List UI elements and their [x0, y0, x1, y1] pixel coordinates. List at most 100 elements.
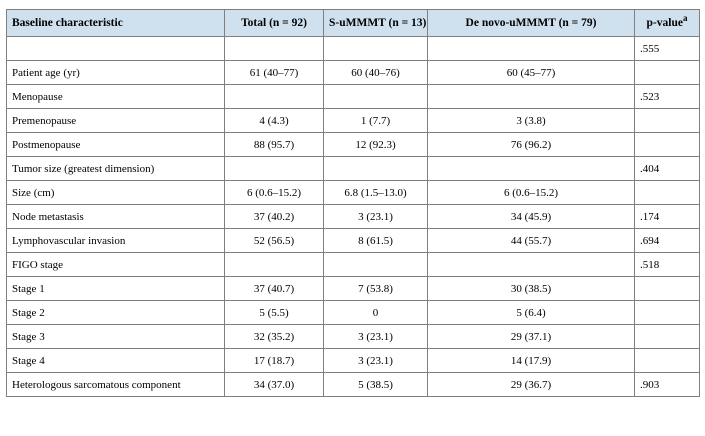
cell-characteristic	[6, 36, 225, 61]
cell-p-value	[634, 180, 700, 205]
cell-characteristic: Tumor size (greatest dimension)	[6, 156, 225, 181]
cell-de-novo-ummmt: 60 (45–77)	[427, 60, 635, 85]
cell-de-novo-ummmt: 30 (38.5)	[427, 276, 635, 301]
cell-s-ummmt	[323, 252, 428, 277]
cell-total: 32 (35.2)	[224, 324, 324, 349]
table-row: Stage 3 32 (35.2) 3 (23.1) 29 (37.1)	[6, 324, 700, 349]
cell-s-ummmt: 6.8 (1.5–13.0)	[323, 180, 428, 205]
cell-de-novo-ummmt	[427, 252, 635, 277]
cell-total: 52 (56.5)	[224, 228, 324, 253]
header-total: Total (n = 92)	[224, 9, 324, 37]
cell-total	[224, 84, 324, 109]
cell-characteristic: Patient age (yr)	[6, 60, 225, 85]
cell-characteristic: Menopause	[6, 84, 225, 109]
header-s-ummmt: S-uMMMT (n = 13)	[323, 9, 428, 37]
cell-characteristic: Size (cm)	[6, 180, 225, 205]
table-row: Premenopause 4 (4.3) 1 (7.7) 3 (3.8)	[6, 108, 700, 133]
cell-total: 5 (5.5)	[224, 300, 324, 325]
header-baseline-characteristic: Baseline characteristic	[6, 9, 225, 37]
cell-s-ummmt: 8 (61.5)	[323, 228, 428, 253]
table-body: .555 Patient age (yr) 61 (40–77) 60 (40–76)…	[6, 36, 700, 397]
cell-s-ummmt: 3 (23.1)	[323, 348, 428, 373]
cell-p-value: .404	[634, 156, 700, 181]
cell-total: 37 (40.2)	[224, 204, 324, 229]
table-row: Postmenopause 88 (95.7) 12 (92.3) 76 (96.2)	[6, 132, 700, 157]
cell-characteristic: Lymphovascular invasion	[6, 228, 225, 253]
cell-total	[224, 252, 324, 277]
table-row: Tumor size (greatest dimension) .404	[6, 156, 700, 181]
cell-de-novo-ummmt: 76 (96.2)	[427, 132, 635, 157]
cell-de-novo-ummmt	[427, 84, 635, 109]
header-p-value: p-valuea	[634, 9, 700, 37]
cell-p-value	[634, 276, 700, 301]
cell-de-novo-ummmt: 3 (3.8)	[427, 108, 635, 133]
cell-total: 88 (95.7)	[224, 132, 324, 157]
cell-p-value: .174	[634, 204, 700, 229]
cell-total: 6 (0.6–15.2)	[224, 180, 324, 205]
cell-p-value	[634, 348, 700, 373]
cell-de-novo-ummmt: 44 (55.7)	[427, 228, 635, 253]
cell-s-ummmt: 12 (92.3)	[323, 132, 428, 157]
cell-characteristic: Premenopause	[6, 108, 225, 133]
cell-total	[224, 36, 324, 61]
baseline-table-container: Baseline characteristic Total (n = 92) S…	[6, 9, 700, 397]
header-de-novo-ummmt: De novo-uMMMT (n = 79)	[427, 9, 635, 37]
cell-de-novo-ummmt	[427, 156, 635, 181]
cell-characteristic: Stage 1	[6, 276, 225, 301]
header-p-value-superscript: a	[682, 13, 688, 24]
cell-s-ummmt	[323, 156, 428, 181]
table-row: Node metastasis 37 (40.2) 3 (23.1) 34 (45.9…	[6, 204, 700, 229]
cell-p-value: .694	[634, 228, 700, 253]
cell-p-value	[634, 324, 700, 349]
cell-characteristic: Postmenopause	[6, 132, 225, 157]
cell-p-value	[634, 300, 700, 325]
table-row: Stage 1 37 (40.7) 7 (53.8) 30 (38.5)	[6, 276, 700, 301]
table-row: FIGO stage .518	[6, 252, 700, 277]
cell-characteristic: Stage 4	[6, 348, 225, 373]
cell-de-novo-ummmt	[427, 36, 635, 61]
cell-characteristic: FIGO stage	[6, 252, 225, 277]
table-row: Lymphovascular invasion 52 (56.5) 8 (61.5)…	[6, 228, 700, 253]
cell-p-value: .523	[634, 84, 700, 109]
cell-characteristic: Stage 3	[6, 324, 225, 349]
cell-s-ummmt: 3 (23.1)	[323, 324, 428, 349]
cell-de-novo-ummmt: 34 (45.9)	[427, 204, 635, 229]
header-row: Baseline characteristic Total (n = 92) S…	[6, 9, 700, 37]
cell-total: 37 (40.7)	[224, 276, 324, 301]
cell-p-value: .555	[634, 36, 700, 61]
cell-s-ummmt: 60 (40–76)	[323, 60, 428, 85]
cell-p-value	[634, 60, 700, 85]
table-row: Menopause .523	[6, 84, 700, 109]
baseline-characteristics-table: Baseline characteristic Total (n = 92) S…	[6, 9, 700, 397]
cell-s-ummmt: 5 (38.5)	[323, 372, 428, 397]
table-row: Heterologous sarcomatous component 34 (37…	[6, 372, 700, 397]
cell-de-novo-ummmt: 14 (17.9)	[427, 348, 635, 373]
cell-total: 34 (37.0)	[224, 372, 324, 397]
cell-s-ummmt	[323, 36, 428, 61]
cell-characteristic: Stage 2	[6, 300, 225, 325]
cell-total: 61 (40–77)	[224, 60, 324, 85]
cell-s-ummmt: 7 (53.8)	[323, 276, 428, 301]
cell-de-novo-ummmt: 29 (37.1)	[427, 324, 635, 349]
cell-s-ummmt: 0	[323, 300, 428, 325]
cell-de-novo-ummmt: 5 (6.4)	[427, 300, 635, 325]
table-row: Size (cm) 6 (0.6–15.2) 6.8 (1.5–13.0) 6 (0.…	[6, 180, 700, 205]
cell-de-novo-ummmt: 6 (0.6–15.2)	[427, 180, 635, 205]
cell-s-ummmt	[323, 84, 428, 109]
cell-characteristic: Heterologous sarcomatous component	[6, 372, 225, 397]
table-row: .555	[6, 36, 700, 61]
cell-p-value: .903	[634, 372, 700, 397]
cell-p-value	[634, 132, 700, 157]
cell-total: 4 (4.3)	[224, 108, 324, 133]
cell-characteristic: Node metastasis	[6, 204, 225, 229]
header-p-value-label: p-value	[646, 17, 683, 29]
table-row: Patient age (yr) 61 (40–77) 60 (40–76) 60 (…	[6, 60, 700, 85]
cell-de-novo-ummmt: 29 (36.7)	[427, 372, 635, 397]
cell-total	[224, 156, 324, 181]
table-row: Stage 4 17 (18.7) 3 (23.1) 14 (17.9)	[6, 348, 700, 373]
cell-total: 17 (18.7)	[224, 348, 324, 373]
cell-s-ummmt: 1 (7.7)	[323, 108, 428, 133]
cell-s-ummmt: 3 (23.1)	[323, 204, 428, 229]
cell-p-value	[634, 108, 700, 133]
